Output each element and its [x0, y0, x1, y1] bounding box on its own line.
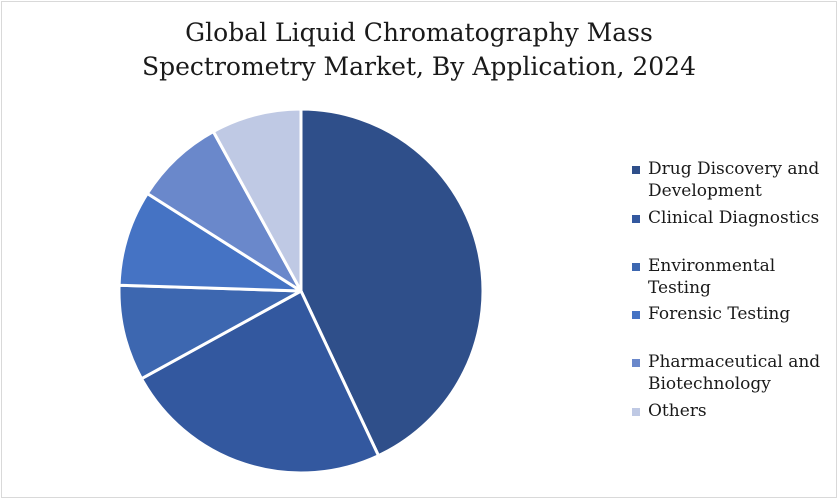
- legend-swatch: [632, 166, 640, 174]
- pie-slice-drug-discovery-and-development: [299, 107, 485, 458]
- pie-slice-others: [211, 107, 303, 293]
- chart-title: Global Liquid Chromatography Mass Spectr…: [0, 16, 838, 84]
- legend-label: Environmental Testing: [648, 256, 776, 298]
- pie-slice-pharmaceutical-and-biotechnology: [145, 130, 303, 293]
- legend-label: Clinical Diagnostics: [648, 208, 820, 228]
- legend-label: Drug Discovery and Development: [648, 159, 820, 201]
- legend-swatch: [632, 359, 640, 367]
- pie-slice-forensic-testing: [117, 191, 303, 293]
- legend-swatch: [632, 263, 640, 271]
- legend-swatch: [632, 311, 640, 319]
- legend-label: Others: [648, 401, 707, 421]
- chart-title-line-2: Spectrometry Market, By Application, 202…: [142, 52, 696, 81]
- legend-label: Pharmaceutical and Biotechnology: [648, 352, 821, 394]
- legend-swatch: [632, 215, 640, 223]
- legend-label: Forensic Testing: [648, 304, 791, 324]
- pie-slice-clinical-diagnostics: [140, 289, 380, 475]
- pie-slice-environmental-testing: [117, 283, 303, 381]
- chart-title-line-1: Global Liquid Chromatography Mass: [185, 18, 653, 47]
- legend-swatch: [632, 408, 640, 416]
